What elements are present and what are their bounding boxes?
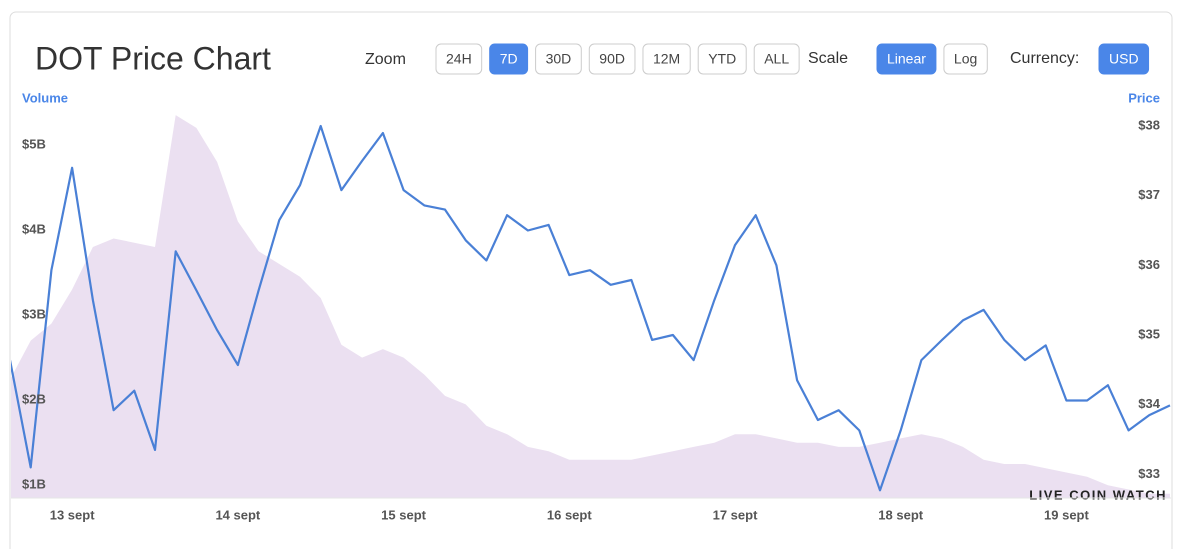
y2-tick-label: $36 <box>1138 257 1160 272</box>
button-bg <box>535 43 582 75</box>
x-tick-label: 15 sept <box>381 507 426 522</box>
y2-tick-label: $33 <box>1138 466 1160 481</box>
zoom-label: Zoom <box>365 51 406 68</box>
button[interactable]: 7D <box>489 43 529 75</box>
button-label: 7D <box>500 51 518 67</box>
button-label: YTD <box>708 51 736 67</box>
price-line <box>11 124 1171 492</box>
y-tick-label: $4B <box>22 221 46 236</box>
button[interactable]: Linear <box>876 43 937 75</box>
button-bg <box>588 43 636 75</box>
x-tick-label: 18 sept <box>878 507 923 522</box>
button-label: Log <box>954 51 977 67</box>
button-label: 90D <box>599 51 625 67</box>
currency-label: Currency: <box>1010 50 1079 67</box>
button-bg <box>943 43 988 75</box>
scale-label: Scale <box>808 50 848 67</box>
chart-title: DOT Price Chart <box>35 40 271 76</box>
y-tick-label: $2B <box>22 392 46 407</box>
y2-tick-label: $35 <box>1138 326 1160 341</box>
button[interactable]: ALL <box>753 43 800 75</box>
button-label: 30D <box>546 51 572 67</box>
button[interactable]: 30D <box>535 43 582 75</box>
brand: LIVE COIN WATCH <box>1029 487 1167 502</box>
y2-tick-label: $38 <box>1138 117 1160 132</box>
button-label: 24H <box>446 51 472 67</box>
button[interactable]: 12M <box>642 43 691 75</box>
y-tick-label: $1B <box>22 477 46 492</box>
button-bg <box>1098 43 1150 75</box>
x-tick-label: 19 sept <box>1044 507 1089 522</box>
y-axis-title: Volume <box>22 90 68 105</box>
x-tick-label: 13 sept <box>50 507 95 522</box>
plot-area <box>11 115 1171 498</box>
button-bg <box>642 43 691 75</box>
volume-area <box>11 115 1170 498</box>
button[interactable]: YTD <box>697 43 747 75</box>
button-label: USD <box>1109 51 1139 67</box>
button[interactable]: 24H <box>435 43 483 75</box>
y-tick-label: $3B <box>22 306 46 321</box>
button[interactable]: 90D <box>588 43 636 75</box>
y2-tick-label: $37 <box>1138 187 1160 202</box>
button[interactable]: USD <box>1098 43 1150 75</box>
y2-axis-title: Price <box>1128 90 1160 105</box>
x-tick-label: 14 sept <box>215 507 260 522</box>
y-tick-label: $5B <box>22 136 46 151</box>
button-bg <box>876 43 937 75</box>
button[interactable]: Log <box>943 43 988 75</box>
button-bg <box>697 43 747 75</box>
button-label: 12M <box>653 51 680 67</box>
y2-tick-label: $34 <box>1138 396 1160 411</box>
button-label: ALL <box>764 51 789 67</box>
button-bg <box>489 43 529 75</box>
x-tick-label: 17 sept <box>713 507 758 522</box>
button-bg <box>435 43 483 75</box>
x-tick-label: 16 sept <box>547 507 592 522</box>
button-bg <box>753 43 800 75</box>
button-label: Linear <box>887 51 926 67</box>
